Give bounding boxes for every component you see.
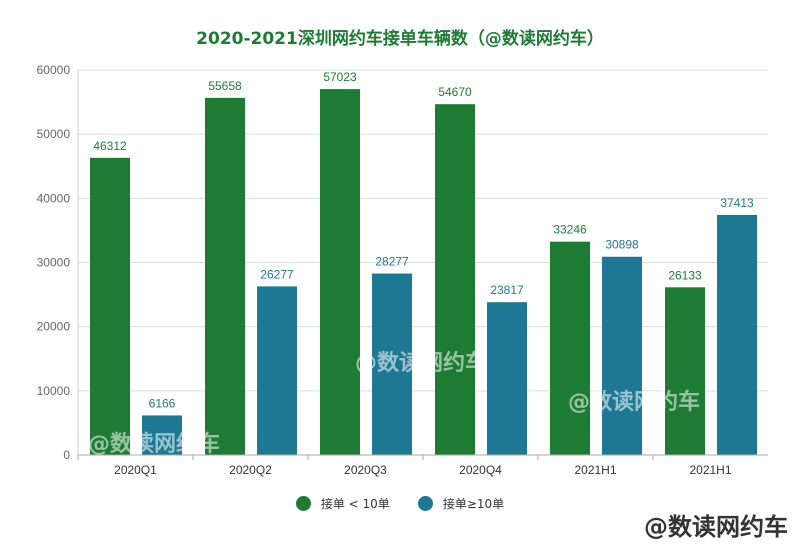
bar — [372, 273, 412, 455]
y-tick-label: 30000 — [37, 256, 71, 270]
bar — [602, 256, 642, 455]
y-tick-label: 50000 — [37, 127, 71, 141]
legend-item[interactable]: 接单 < 10单 — [295, 495, 390, 512]
legend: 接单 < 10单 接单≥10单 — [0, 495, 800, 512]
x-tick-label: 2020Q4 — [459, 463, 502, 477]
y-tick-label: 10000 — [37, 384, 71, 398]
bar — [142, 415, 182, 455]
x-tick-label: 2020Q3 — [344, 463, 387, 477]
data-label: 57023 — [323, 70, 357, 84]
data-label: 28277 — [375, 255, 409, 269]
bar — [90, 157, 130, 455]
data-label: 37413 — [720, 196, 754, 210]
watermark: @数读网约车 — [568, 390, 701, 415]
x-tick-label: 2021H1 — [574, 463, 616, 477]
watermark-corner: @数读网约车 — [644, 513, 788, 541]
bar — [320, 89, 360, 455]
x-tick-label: 2020Q1 — [114, 463, 157, 477]
data-label: 55658 — [208, 79, 242, 93]
y-tick-label: 20000 — [37, 320, 71, 334]
y-tick-label: 0 — [63, 448, 70, 462]
watermark: @数读网约车 — [355, 351, 488, 376]
legend-item[interactable]: 接单≥10单 — [417, 495, 505, 512]
x-tick-label: 2021H1 — [689, 463, 731, 477]
bar — [550, 241, 590, 455]
data-label: 54670 — [438, 85, 472, 99]
data-label: 26133 — [668, 268, 702, 282]
bar — [487, 302, 527, 455]
bar — [205, 97, 245, 455]
bar — [257, 286, 297, 455]
data-label: 46312 — [93, 139, 127, 153]
legend-marker — [295, 496, 311, 511]
chart-title: 2020-2021深圳网约车接单车辆数（@数读网约车） — [196, 29, 604, 49]
legend-label: 接单 < 10单 — [320, 497, 390, 511]
y-tick-label: 40000 — [37, 191, 71, 205]
data-label: 26277 — [260, 267, 294, 281]
legend-marker — [417, 496, 433, 511]
y-tick-label: 60000 — [37, 63, 71, 77]
bar — [717, 214, 757, 455]
watermark: @数读网约车 — [88, 432, 221, 457]
x-tick-label: 2020Q2 — [229, 463, 272, 477]
data-label: 23817 — [490, 283, 524, 297]
data-label: 30898 — [605, 238, 639, 252]
bar — [665, 287, 705, 455]
legend-label: 接单≥10单 — [442, 497, 505, 511]
data-label: 6166 — [149, 396, 176, 410]
data-label: 33246 — [553, 223, 587, 237]
bar — [435, 104, 475, 455]
